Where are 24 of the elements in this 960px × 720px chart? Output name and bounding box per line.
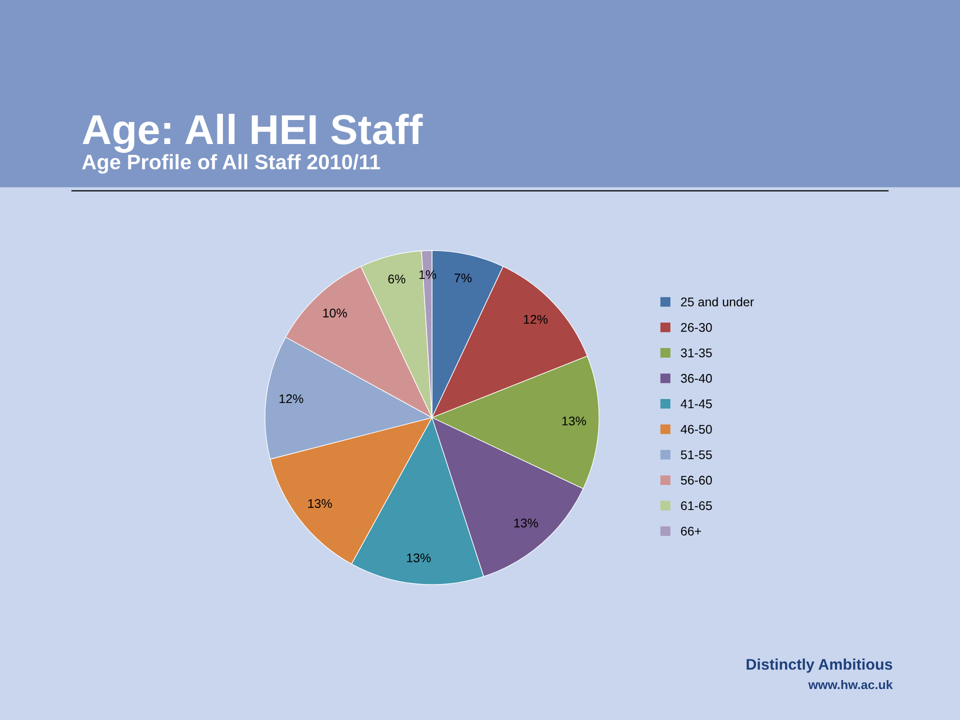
legend-label: 31-35	[680, 348, 712, 358]
legend-label: 46-50	[680, 424, 712, 434]
legend-label: 36-40	[680, 374, 712, 383]
data-label: 1%	[419, 270, 436, 279]
data-label: 10%	[323, 308, 347, 318]
data-label: 13%	[308, 499, 332, 508]
legend-label: 41-45	[680, 400, 712, 408]
data-label: 13%	[514, 518, 538, 528]
text: Distinctly Ambitious	[746, 658, 892, 673]
data-label: 13%	[407, 553, 431, 562]
chart-title: Age: All HEI Staff	[82, 114, 423, 153]
legend-label: 26-30	[681, 322, 712, 332]
legend-label: 51-55	[680, 450, 712, 460]
data-label: 7%	[454, 274, 472, 282]
legend-label: 66+	[681, 526, 701, 536]
data-label: 12%	[280, 394, 304, 404]
data-label: 12%	[524, 314, 548, 324]
legend-label: 56-60	[680, 476, 712, 485]
legend-label: 25 and under	[681, 297, 754, 306]
text: www.hw.ac.uk	[808, 680, 893, 690]
data-label: 6%	[388, 274, 406, 284]
chart-subtitle: Age Profile of All Staff 2010/11	[82, 154, 380, 174]
data-label: 13%	[562, 416, 586, 426]
legend-label: 61-65	[681, 501, 712, 510]
